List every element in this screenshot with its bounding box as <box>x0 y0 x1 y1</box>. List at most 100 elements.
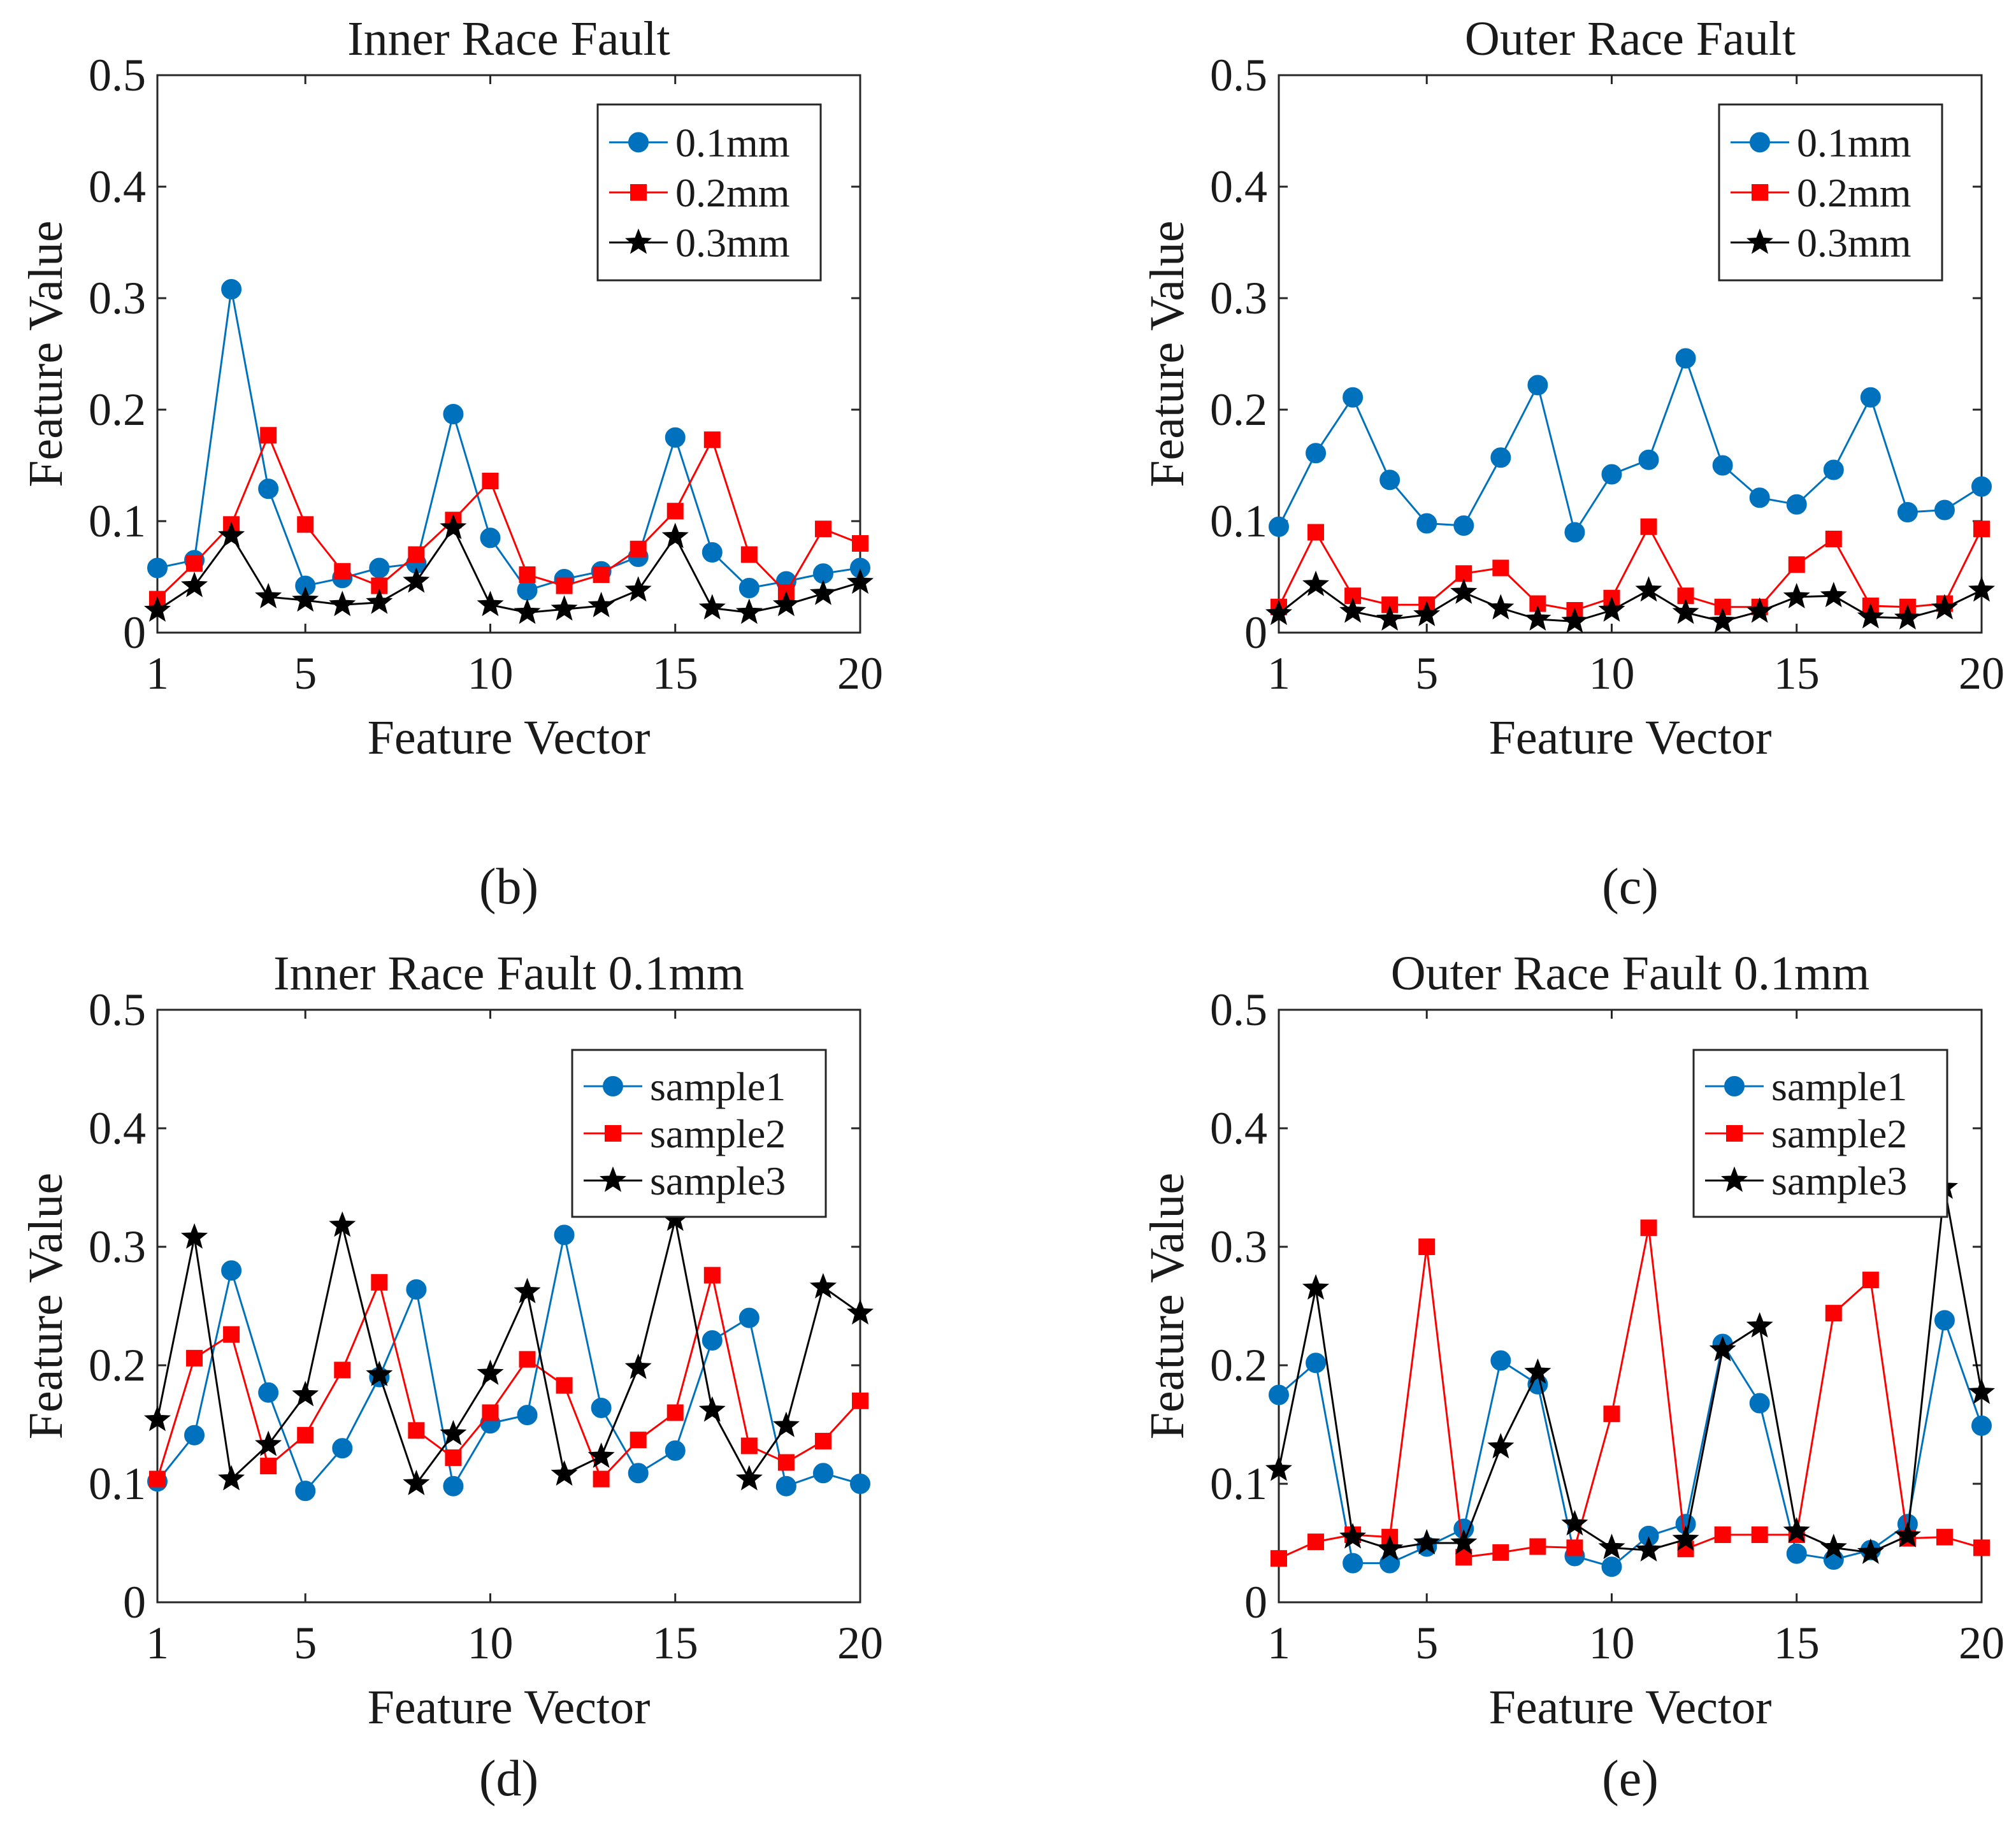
data-point <box>519 566 536 583</box>
data-point <box>1302 1274 1330 1300</box>
x-tick-label: 5 <box>1415 648 1438 699</box>
x-tick-label: 20 <box>837 1618 883 1669</box>
series-line <box>156 1219 861 1486</box>
data-point <box>332 1438 353 1459</box>
data-point <box>587 591 615 617</box>
legend-entry: 0.3mm <box>1797 220 1912 266</box>
data-point <box>366 1360 393 1386</box>
data-point <box>846 1299 874 1325</box>
data-point <box>1561 607 1588 633</box>
data-point <box>403 1469 430 1495</box>
data-point <box>482 1404 499 1421</box>
data-point <box>186 555 203 572</box>
series-0.1mm <box>1269 348 1992 543</box>
y-tick-label: 0 <box>123 1577 146 1628</box>
series-0.2mm <box>1271 518 1990 619</box>
y-tick-label: 0 <box>123 607 146 658</box>
data-point <box>1598 596 1625 622</box>
x-tick-label: 10 <box>467 648 513 699</box>
y-tick-label: 0.2 <box>1210 384 1267 435</box>
panel-label: (e) <box>1602 1751 1659 1807</box>
legend: 0.1mm 0.2mm 0.3mm <box>1718 103 1943 282</box>
data-point <box>1307 524 1325 541</box>
data-point <box>297 1426 314 1444</box>
data-point <box>1825 1305 1842 1322</box>
data-point <box>1376 605 1404 631</box>
data-point <box>1971 476 1992 497</box>
data-point <box>809 1273 837 1299</box>
legend-entry: sample3 <box>1771 1158 1907 1203</box>
data-point <box>1820 582 1847 608</box>
data-point <box>221 1260 242 1281</box>
data-point <box>1897 502 1918 522</box>
data-point <box>1783 1517 1810 1543</box>
data-point <box>1894 1521 1921 1547</box>
data-point <box>1450 1528 1478 1554</box>
data-point <box>551 595 578 621</box>
data-point <box>1862 1272 1879 1289</box>
data-point <box>661 522 689 549</box>
data-point <box>1561 1510 1588 1536</box>
data-point <box>443 404 464 424</box>
legend-entry: sample2 <box>1771 1111 1907 1156</box>
y-tick-label: 0.1 <box>89 496 146 547</box>
data-point <box>1709 1335 1736 1361</box>
x-tick-label: 5 <box>294 648 317 699</box>
legend-entry: 0.2mm <box>1797 170 1912 215</box>
x-tick-label: 15 <box>1774 1618 1820 1669</box>
y-tick-label: 0.1 <box>1210 496 1267 547</box>
y-tick-label: 0.4 <box>89 1103 146 1154</box>
data-point <box>1376 1535 1404 1561</box>
data-point <box>1601 1556 1622 1577</box>
data-point <box>666 1404 684 1421</box>
data-point <box>1307 1533 1325 1551</box>
data-point <box>408 1422 425 1439</box>
data-point <box>1527 375 1548 396</box>
legend-entry: sample1 <box>650 1064 786 1109</box>
data-point <box>846 568 874 594</box>
data-point <box>371 577 388 594</box>
x-tick-label: 10 <box>1588 648 1634 699</box>
data-point <box>477 591 504 617</box>
data-point <box>260 1458 277 1475</box>
data-point <box>703 1267 721 1284</box>
data-point <box>1413 600 1441 626</box>
data-point <box>772 591 800 617</box>
legend-entry: 0.3mm <box>675 220 790 266</box>
legend-marker <box>605 1125 621 1142</box>
legend-marker <box>603 1076 623 1096</box>
data-point <box>1601 464 1622 485</box>
y-tick-label: 0.3 <box>1210 273 1267 324</box>
data-point <box>147 557 168 578</box>
x-tick-label: 20 <box>1959 648 2005 699</box>
y-tick-label: 0.5 <box>89 984 146 1035</box>
data-point <box>1786 1543 1807 1564</box>
data-point <box>1749 487 1770 508</box>
data-point <box>1306 1353 1327 1374</box>
data-point <box>255 1430 282 1456</box>
data-point <box>514 598 541 624</box>
y-tick-label: 0.1 <box>1210 1458 1267 1509</box>
y-axis-label: Feature Value <box>19 1173 73 1440</box>
data-point <box>740 546 758 563</box>
legend-entry: 0.2mm <box>675 170 790 215</box>
data-point <box>1269 516 1289 537</box>
x-axis-label: Feature Vector <box>368 711 651 765</box>
data-point <box>703 431 721 449</box>
data-point <box>1306 443 1327 464</box>
series-0.3mm <box>1265 570 1996 633</box>
chart-title: Inner Race Fault 0.1mm <box>273 947 744 1000</box>
data-point <box>587 1442 615 1468</box>
data-point <box>1524 605 1552 631</box>
y-tick-label: 0.3 <box>89 1221 146 1272</box>
y-axis-label: Feature Value <box>1141 220 1194 487</box>
data-point <box>772 1411 800 1437</box>
panel-label: (d) <box>479 1751 538 1807</box>
y-tick-label: 0.2 <box>89 1340 146 1391</box>
data-point <box>1453 515 1474 536</box>
y-tick-label: 0.2 <box>89 384 146 435</box>
data-point <box>1936 1528 1953 1546</box>
